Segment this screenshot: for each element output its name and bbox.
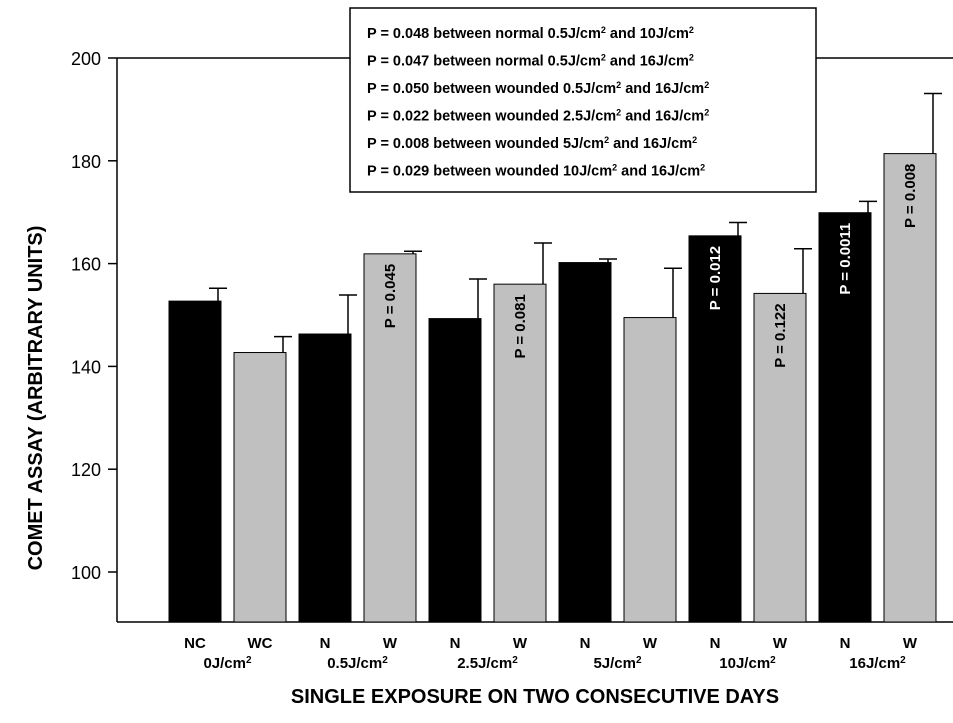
y-axis-title: COMET ASSAY (ARBITRARY UNITS)	[25, 226, 47, 571]
bar	[428, 318, 482, 623]
bar-value-label: P = 0.122	[772, 303, 789, 367]
bar	[818, 212, 872, 623]
x-axis-title: SINGLE EXPOSURE ON TWO CONSECUTIVE DAYS	[291, 686, 779, 708]
annotation-line: P = 0.048 between normal 0.5J/cm2 and 10…	[367, 25, 694, 42]
x-tick-label: N	[450, 635, 461, 652]
bar	[298, 333, 352, 623]
annotation-line: P = 0.022 between wounded 2.5J/cm2 and 1…	[367, 108, 709, 125]
bar	[623, 317, 677, 623]
annotation-line: P = 0.029 between wounded 10J/cm2 and 16…	[367, 163, 705, 180]
bar	[168, 300, 222, 623]
group-label: 0J/cm2	[203, 655, 252, 673]
x-tick-label: NC	[184, 635, 206, 652]
bar-labels: P = 0.045 P = 0.081 P = 0.012 P = 0.122 P = …	[382, 164, 919, 368]
x-tick-label: W	[643, 635, 658, 652]
error-bars	[209, 92, 942, 353]
bar	[233, 352, 287, 623]
bar	[363, 253, 417, 623]
group-label: 0.5J/cm2	[327, 655, 388, 673]
y-tick-label: 140	[71, 357, 101, 377]
p-value-annotation-box: P = 0.048 between normal 0.5J/cm2 and 10…	[349, 7, 817, 193]
bar	[688, 235, 742, 623]
x-tick-label: N	[710, 635, 721, 652]
x-tick-label: N	[840, 635, 851, 652]
x-tick-label: W	[383, 635, 398, 652]
bar	[493, 283, 547, 623]
x-tick-labels: NC WC N W N W N W N W N W 0J/cm2 0.5J/cm2 2.5J/cm2 5J/c…	[184, 635, 918, 672]
annotation-frame	[349, 7, 817, 193]
x-tick-label: W	[903, 635, 918, 652]
group-label: 5J/cm2	[593, 655, 642, 673]
y-tick-label: 120	[71, 460, 101, 480]
bar-value-label: P = 0.0011	[837, 223, 854, 295]
group-label: 2.5J/cm2	[457, 655, 518, 673]
group-label: 10J/cm2	[719, 655, 776, 673]
annotation-line: P = 0.050 between wounded 0.5J/cm2 and 1…	[367, 80, 709, 97]
bar	[558, 262, 612, 623]
bar	[883, 153, 937, 623]
x-tick-label: W	[513, 635, 528, 652]
bar-value-label: P = 0.008	[902, 164, 919, 228]
bars	[168, 153, 937, 623]
bar	[753, 292, 807, 623]
bar-value-label: P = 0.012	[707, 246, 724, 310]
x-tick-label: N	[580, 635, 591, 652]
bar-value-label: P = 0.045	[382, 264, 399, 328]
annotation-line: P = 0.008 between wounded 5J/cm2 and 16J…	[367, 135, 697, 152]
x-tick-label: W	[773, 635, 788, 652]
bar-value-label: P = 0.081	[512, 294, 529, 358]
x-tick-label: WC	[248, 635, 273, 652]
y-tick-label: 160	[71, 255, 101, 275]
y-tick-labels: 100 120 140 160 180 200	[71, 49, 101, 583]
x-tick-label: N	[320, 635, 331, 652]
y-tick-label: 200	[71, 49, 101, 69]
annotation-line: P = 0.047 between normal 0.5J/cm2 and 16…	[367, 53, 694, 70]
y-tick-label: 100	[71, 563, 101, 583]
group-label: 16J/cm2	[849, 655, 906, 673]
y-tick-label: 180	[71, 152, 101, 172]
